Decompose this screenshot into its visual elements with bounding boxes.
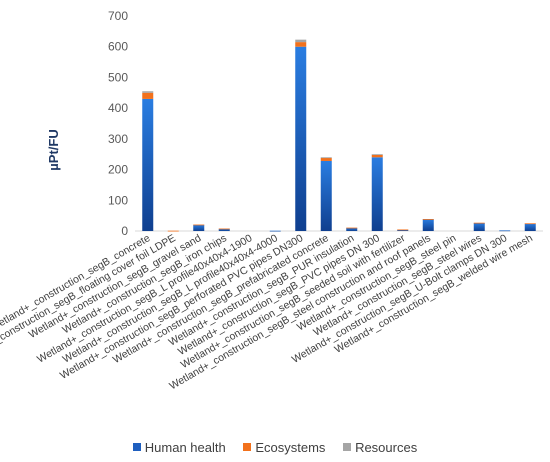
bar-segment-human-health [142, 98, 154, 231]
y-tick-label: 400 [108, 101, 128, 115]
bar-segment-resources [371, 154, 383, 156]
bar-segment-ecosystems [524, 223, 536, 225]
bar-segment-ecosystems [397, 229, 409, 231]
y-tick-label: 500 [108, 70, 128, 84]
bar-segment-human-health [295, 46, 307, 231]
bar-segment-human-health [269, 230, 281, 232]
y-axis-label: µPt/FU [46, 129, 61, 170]
legend-item-ecosystems: Ecosystems [243, 440, 325, 455]
bar-segment-human-health [371, 157, 383, 231]
x-axis-labels: Wetland+_construction_segB_concreteWetla… [0, 232, 535, 392]
legend-label-human-health: Human health [144, 440, 226, 455]
y-tick-label: 300 [108, 132, 128, 146]
legend-item-resources: Resources [343, 440, 417, 455]
bar-segment-human-health [320, 160, 332, 231]
stacked-bar-chart: µPt/FU 0 100 200 300 400 500 600 700 Wetland+_c… [0, 9, 543, 392]
y-tick-label: 200 [108, 163, 128, 177]
bar-segment-human-health [473, 223, 485, 231]
y-tick-label: 600 [108, 40, 128, 54]
legend-label-resources: Resources [355, 440, 418, 455]
bar-segment-human-health [397, 229, 409, 231]
bar-segment-ecosystems [422, 219, 434, 220]
bar-segment-ecosystems [346, 227, 358, 229]
bars [142, 39, 536, 232]
legend-swatch-resources [343, 443, 352, 451]
y-axis: 0 100 200 300 400 500 600 700 [108, 9, 128, 238]
bar-segment-resources [320, 157, 332, 159]
bar-segment-ecosystems [193, 224, 205, 226]
bar-segment-human-health [346, 227, 358, 231]
bar-segment-resources [295, 39, 307, 43]
y-tick-label: 700 [108, 9, 128, 23]
bar-segment-human-health [524, 223, 536, 231]
bar-segment-ecosystems [371, 154, 383, 158]
bar-segment-resources [142, 91, 154, 93]
bar-segment-human-health [422, 219, 434, 231]
legend: Human health Ecosystems Resources [0, 440, 550, 455]
bar-segment-human-health [218, 228, 230, 231]
bar-segment-ecosystems [167, 230, 179, 232]
bar-segment-ecosystems [142, 92, 154, 99]
bar-segment-ecosystems [218, 228, 230, 230]
bar-segment-ecosystems [320, 157, 332, 161]
legend-swatch-ecosystems [243, 443, 252, 451]
y-tick-label: 100 [108, 193, 128, 207]
legend-label-ecosystems: Ecosystems [255, 440, 326, 455]
bar-segment-human-health [193, 224, 205, 231]
bar-segment-ecosystems [295, 42, 307, 47]
legend-item-human-health: Human health [132, 440, 226, 455]
bar-segment-ecosystems [473, 222, 485, 224]
y-tick-label: 0 [121, 224, 128, 238]
legend-swatch-human-health [132, 443, 141, 451]
bar-segment-human-health [499, 230, 511, 232]
